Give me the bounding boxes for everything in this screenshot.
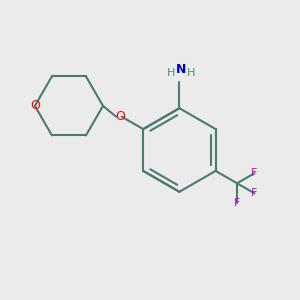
Text: H: H	[187, 68, 195, 78]
Text: F: F	[251, 168, 258, 178]
Text: F: F	[234, 198, 240, 208]
Text: N: N	[176, 63, 186, 76]
Text: O: O	[115, 110, 125, 123]
Text: H: H	[167, 68, 175, 78]
Text: O: O	[30, 99, 40, 112]
Text: F: F	[251, 188, 258, 198]
